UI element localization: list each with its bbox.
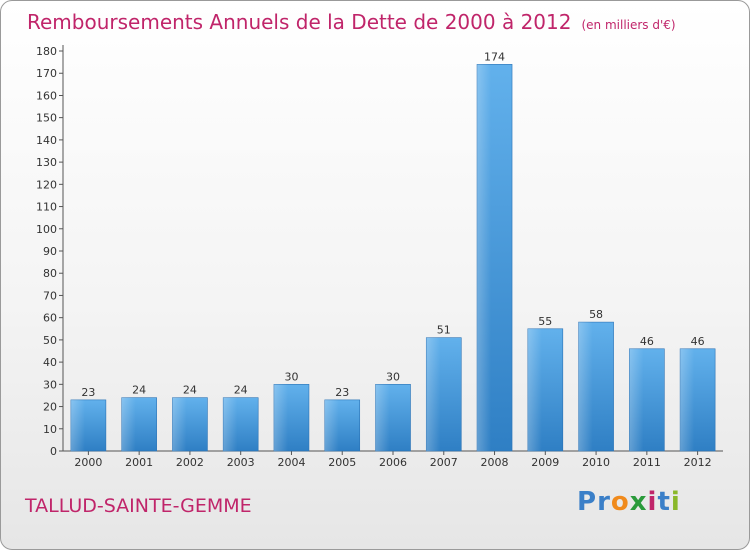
logo-letter: i (647, 487, 658, 517)
chart-title: Remboursements Annuels de la Dette de 20… (27, 10, 676, 34)
bar-highlight (426, 337, 462, 451)
bar-highlight (324, 399, 360, 451)
bar-highlight (375, 384, 411, 451)
bars (70, 64, 716, 452)
x-tick-label: 2001 (125, 456, 153, 469)
logo-letter: P (577, 487, 598, 517)
bar-highlight (70, 399, 106, 451)
data-label: 51 (437, 324, 451, 337)
x-tick-label: 2004 (277, 456, 305, 469)
y-tick-label: 150 (36, 112, 57, 125)
bar-highlight (527, 328, 563, 451)
y-tick-label: 170 (36, 67, 57, 80)
y-tick-label: 130 (36, 156, 57, 169)
x-tick-label: 2009 (531, 456, 559, 469)
y-tick-label: 10 (43, 423, 57, 436)
y-tick-label: 180 (36, 45, 57, 58)
y-tick-label: 160 (36, 89, 57, 102)
y-tick-label: 40 (43, 356, 57, 369)
data-label: 174 (484, 50, 505, 63)
data-label: 23 (335, 386, 349, 399)
bar-highlight (477, 64, 513, 452)
y-tick-label: 0 (50, 445, 57, 458)
data-label: 55 (538, 315, 552, 328)
bar-highlight (172, 397, 208, 451)
y-tick-label: 50 (43, 334, 57, 347)
y-tick-label: 140 (36, 134, 57, 147)
data-labels: 23 24 24 24 30 23 30 51 174 55 58 46 46 (81, 50, 704, 399)
y-tick-label: 60 (43, 312, 57, 325)
logo-letter: x (629, 487, 648, 517)
bar-highlight (629, 348, 665, 451)
data-label: 46 (640, 335, 654, 348)
y-tick-label: 100 (36, 223, 57, 236)
data-label: 24 (234, 384, 248, 397)
logo-letter: t (657, 487, 671, 517)
y-tick-label: 20 (43, 401, 57, 414)
commune-name: TALLUD-SAINTE-GEMME (25, 495, 252, 517)
logo-letter: o (610, 487, 630, 517)
x-tick-label: 2005 (328, 456, 356, 469)
y-tick-label: 120 (36, 178, 57, 191)
data-label: 24 (183, 384, 197, 397)
x-tick-label: 2011 (633, 456, 661, 469)
x-tick-label: 2002 (176, 456, 204, 469)
data-label: 23 (81, 386, 95, 399)
bar-highlight (578, 322, 614, 451)
x-tick-label: 2003 (227, 456, 255, 469)
unit-label: (en milliers d'€) (581, 18, 676, 32)
x-tick-label: 2010 (582, 456, 610, 469)
x-tick-label: 2008 (481, 456, 509, 469)
y-tick-label: 30 (43, 378, 57, 391)
x-tick-label: 2006 (379, 456, 407, 469)
x-tick-label: 2000 (74, 456, 102, 469)
logo-letter: i (670, 487, 681, 517)
title-text: Remboursements Annuels de la Dette de 20… (27, 10, 572, 34)
data-label: 46 (691, 335, 705, 348)
data-label: 58 (589, 308, 603, 321)
y-tick-label: 70 (43, 289, 57, 302)
x-tick-label: 2012 (684, 456, 712, 469)
logo-letter: r (597, 487, 611, 517)
y-tick-label: 90 (43, 245, 57, 258)
data-label: 30 (284, 370, 298, 383)
axes: 0 10 20 30 40 50 60 70 80 90 100 110 120 130 140 150 160… (36, 45, 723, 469)
y-tick-label: 80 (43, 267, 57, 280)
y-tick-label: 110 (36, 201, 57, 214)
x-tick-label: 2007 (430, 456, 458, 469)
data-label: 30 (386, 370, 400, 383)
bar-highlight (273, 384, 309, 451)
bar-highlight (223, 397, 259, 451)
bar-highlight (121, 397, 157, 451)
proxiti-logo[interactable]: Proxiti (577, 487, 681, 517)
data-label: 24 (132, 384, 146, 397)
bar-highlight (680, 348, 716, 451)
